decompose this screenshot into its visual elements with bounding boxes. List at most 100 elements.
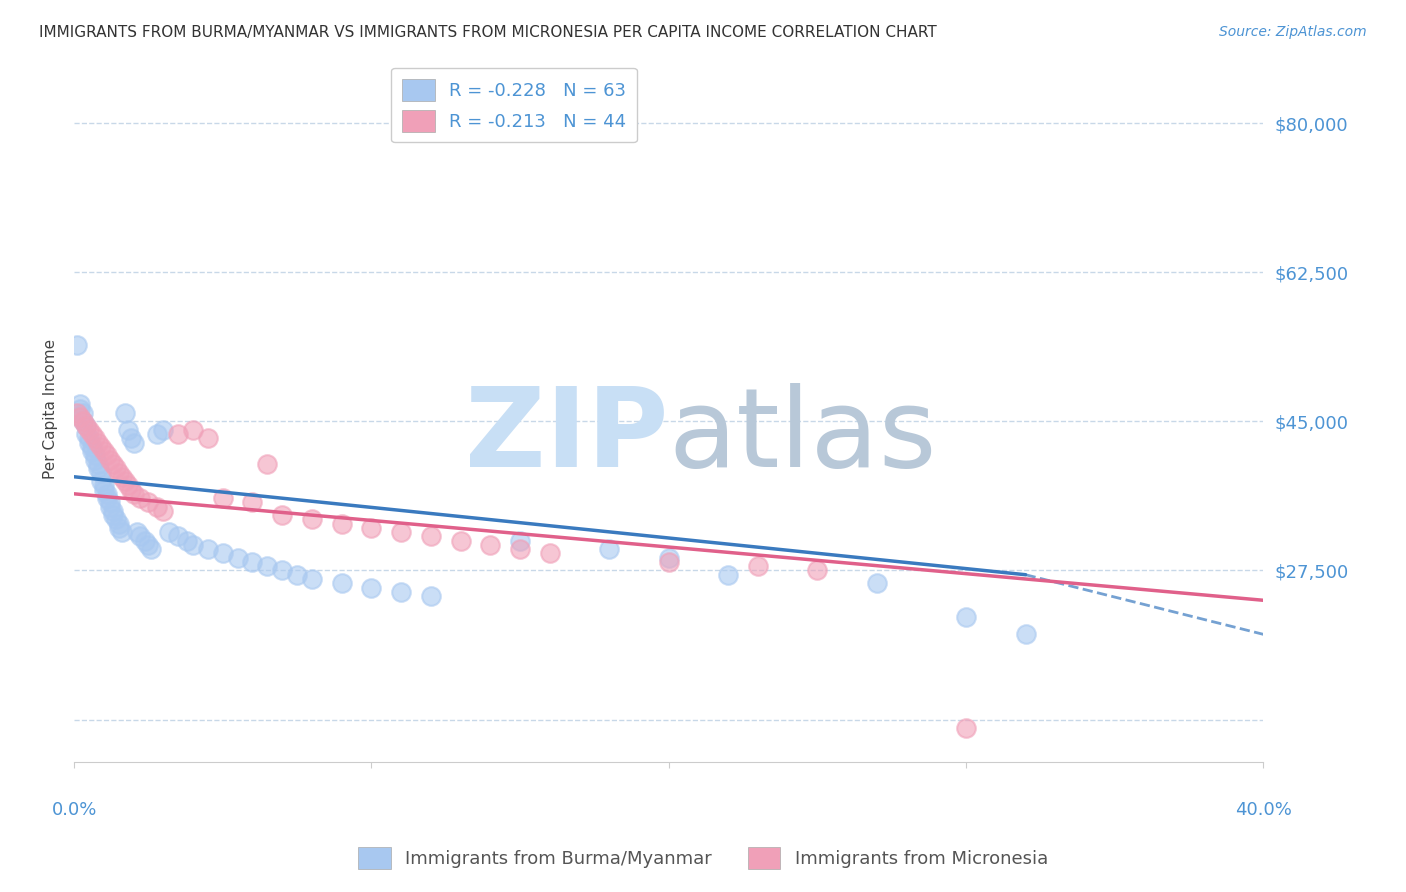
Text: atlas: atlas xyxy=(669,384,938,491)
Point xyxy=(256,457,278,471)
Point xyxy=(66,337,89,351)
Point xyxy=(226,550,249,565)
Point xyxy=(389,525,412,540)
Point xyxy=(90,474,112,488)
Point xyxy=(90,440,112,454)
Point xyxy=(181,538,204,552)
Point xyxy=(98,495,121,509)
Point xyxy=(69,401,91,416)
Point xyxy=(509,533,531,548)
Point xyxy=(87,435,110,450)
Point xyxy=(806,564,828,578)
Point xyxy=(84,449,107,463)
Point xyxy=(72,406,94,420)
Point xyxy=(69,410,91,425)
Point xyxy=(122,487,145,501)
Y-axis label: Per Capita Income: Per Capita Income xyxy=(44,339,58,479)
Legend: R = -0.228   N = 63, R = -0.213   N = 44: R = -0.228 N = 63, R = -0.213 N = 44 xyxy=(391,68,637,143)
Point xyxy=(80,440,103,454)
Point xyxy=(138,538,160,552)
Point xyxy=(90,466,112,480)
Point xyxy=(242,555,264,569)
Point xyxy=(509,542,531,557)
Point xyxy=(120,483,142,497)
Point xyxy=(598,542,620,557)
Point xyxy=(128,491,150,505)
Point xyxy=(167,427,190,442)
Point xyxy=(120,432,142,446)
Point xyxy=(197,432,219,446)
Point xyxy=(167,529,190,543)
Point xyxy=(93,483,115,497)
Point xyxy=(77,435,100,450)
Point xyxy=(146,427,169,442)
Text: Source: ZipAtlas.com: Source: ZipAtlas.com xyxy=(1219,25,1367,39)
Point xyxy=(101,504,124,518)
Point xyxy=(107,466,129,480)
Point xyxy=(84,452,107,467)
Point xyxy=(419,589,441,603)
Point xyxy=(389,584,412,599)
Point xyxy=(98,500,121,514)
Point xyxy=(1014,627,1036,641)
Point xyxy=(77,432,100,446)
Point xyxy=(360,521,382,535)
Point xyxy=(72,414,94,428)
Point xyxy=(301,572,323,586)
Point xyxy=(84,432,107,446)
Point xyxy=(77,423,100,437)
Point xyxy=(157,525,180,540)
Point xyxy=(66,406,89,420)
Point xyxy=(479,538,502,552)
Point xyxy=(211,546,233,560)
Point xyxy=(152,504,174,518)
Point xyxy=(128,529,150,543)
Point xyxy=(87,457,110,471)
Point xyxy=(104,512,127,526)
Point xyxy=(197,542,219,557)
Point xyxy=(330,576,353,591)
Point xyxy=(955,721,977,735)
Point xyxy=(75,418,97,433)
Point xyxy=(134,533,156,548)
Point xyxy=(104,461,127,475)
Point xyxy=(75,418,97,433)
Point xyxy=(152,423,174,437)
Point xyxy=(242,495,264,509)
Point xyxy=(125,525,148,540)
Point xyxy=(96,491,118,505)
Point xyxy=(211,491,233,505)
Point xyxy=(80,427,103,442)
Point xyxy=(114,474,136,488)
Point xyxy=(658,550,681,565)
Point xyxy=(75,427,97,442)
Point xyxy=(98,452,121,467)
Text: ZIP: ZIP xyxy=(465,384,669,491)
Point xyxy=(80,444,103,458)
Point xyxy=(176,533,198,548)
Point xyxy=(101,508,124,522)
Point xyxy=(271,508,294,522)
Text: IMMIGRANTS FROM BURMA/MYANMAR VS IMMIGRANTS FROM MICRONESIA PER CAPITA INCOME CO: IMMIGRANTS FROM BURMA/MYANMAR VS IMMIGRA… xyxy=(39,25,938,40)
Point xyxy=(96,487,118,501)
Point xyxy=(141,542,163,557)
Point xyxy=(538,546,561,560)
Point xyxy=(111,470,134,484)
Point xyxy=(747,559,769,574)
Point xyxy=(107,521,129,535)
Point xyxy=(122,435,145,450)
Text: 40.0%: 40.0% xyxy=(1234,801,1292,819)
Point xyxy=(146,500,169,514)
Point xyxy=(330,516,353,531)
Point xyxy=(658,555,681,569)
Point xyxy=(96,449,118,463)
Point xyxy=(117,478,139,492)
Point xyxy=(181,423,204,437)
Point xyxy=(72,414,94,428)
Point xyxy=(111,525,134,540)
Point xyxy=(866,576,889,591)
Point xyxy=(360,581,382,595)
Point xyxy=(717,567,740,582)
Point xyxy=(271,564,294,578)
Point xyxy=(138,495,160,509)
